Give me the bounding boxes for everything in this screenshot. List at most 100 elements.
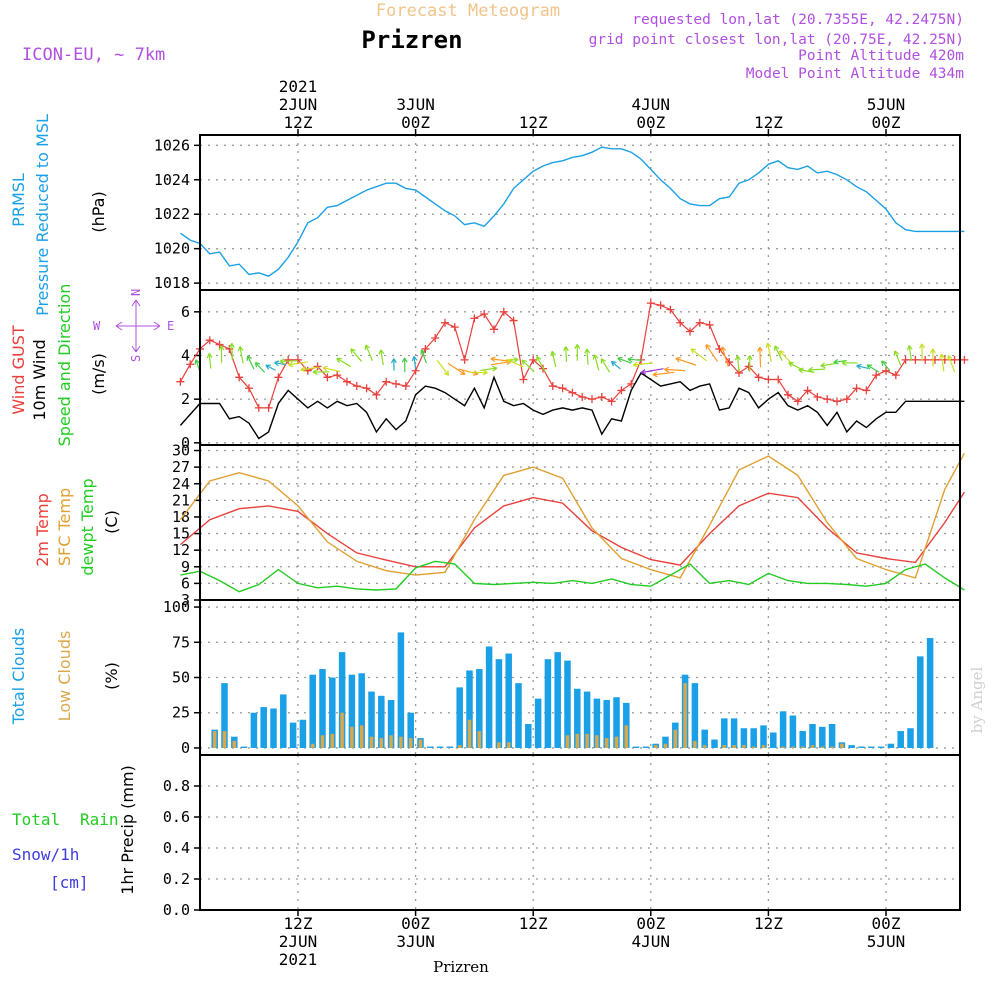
gust-point [303, 366, 312, 375]
direction-key-ew-arrow [115, 321, 161, 331]
time-label-top: 4JUN [632, 95, 671, 114]
gust-point [862, 386, 871, 395]
total-cloud-bar [378, 695, 385, 748]
total-cloud-bar [544, 659, 552, 748]
y-tick-label: 15 [172, 525, 190, 543]
total-cloud-bar [809, 724, 816, 748]
gust-point [186, 360, 195, 369]
y-tick-label: 0.2 [163, 870, 190, 888]
total-cloud-bar [642, 746, 650, 748]
info-line: requested lon,lat (20.7355E, 42.2475N) [632, 12, 964, 28]
y-tick-label: 50 [172, 669, 190, 687]
time-label-top: 00Z [872, 113, 901, 132]
wind-direction-arrow [322, 365, 341, 373]
total-cloud-bar [289, 722, 297, 748]
low-cloud-bar [320, 735, 325, 748]
wind-direction-arrow [506, 358, 524, 368]
gust-point [352, 382, 361, 391]
low-cloud-bar [585, 733, 589, 748]
low-cloud-bar [830, 746, 834, 748]
wind-direction-arrow [521, 359, 535, 373]
total-cloud-bar [534, 698, 542, 748]
low-cloud-bar [820, 746, 825, 748]
low-cloud-bar [810, 745, 815, 748]
wind-direction-arrow [469, 369, 488, 376]
low-cloud-bar [575, 733, 580, 748]
wind-direction-arrow [675, 356, 697, 366]
wind-direction-arrow [774, 345, 783, 361]
gust-point [833, 397, 841, 406]
total-cloud-bar [427, 746, 434, 748]
total-cloud-bar [280, 694, 287, 748]
chart-title: Prizren [361, 26, 462, 54]
y-tick-label: 12 [172, 541, 190, 559]
gust-point [362, 384, 371, 393]
total-cloud-bar [476, 669, 483, 748]
y-tick-label: 9 [181, 558, 190, 576]
wind-direction-arrow [841, 360, 858, 366]
gust-point [656, 301, 665, 310]
gust-point [617, 386, 626, 395]
clouds-unit: (%) [102, 662, 121, 690]
total-cloud-bar [358, 673, 365, 748]
time-label-bottom: 3JUN [396, 932, 435, 951]
y-tick-label: 6 [181, 574, 190, 592]
total-cloud-bar [750, 728, 757, 748]
gust-point [333, 371, 342, 380]
total-cloud-bar [868, 746, 875, 748]
gust-point [803, 386, 812, 395]
wind-direction-arrow [632, 361, 653, 368]
total-cloud-bar [564, 660, 571, 748]
time-label-top: 12Z [519, 113, 548, 132]
wind-direction-arrow [254, 361, 266, 373]
low-cloud-bar [840, 743, 844, 748]
total-cloud-bar [819, 726, 826, 748]
gust-point [882, 366, 890, 375]
snow-unit: [cm] [50, 873, 89, 892]
info-line: Model Point Altitude 434m [746, 66, 965, 82]
time-label-bottom: 2JUN [279, 932, 318, 951]
low-cloud-bar [614, 736, 619, 748]
wind-direction-arrow [746, 355, 753, 372]
total-cloud-bar [623, 702, 630, 748]
gust-point [499, 307, 508, 316]
low-cloud-bar [653, 745, 658, 748]
wind-direction-arrow [866, 364, 880, 373]
precip-unit: 1hr Precip (mm) [118, 765, 137, 895]
total-cloud-bar [789, 715, 797, 748]
y-tick-label: 24 [172, 475, 190, 493]
low-cloud-bar [418, 739, 423, 748]
low-cloud-bar [350, 726, 354, 748]
footer-label: Prizren [433, 958, 489, 976]
total-cloud-bar [730, 718, 738, 748]
total-cloud-bar [721, 718, 728, 748]
wind-direction-arrow [420, 349, 427, 364]
low-cloud-bar [751, 746, 756, 748]
wind-direction-arrow [947, 354, 956, 373]
gust-point [215, 340, 224, 349]
temperature-line [179, 491, 965, 568]
low-cloud-bar [624, 725, 629, 748]
rain-label: Rain [80, 810, 119, 829]
temp-dewpt-label: dewpt Temp [78, 478, 97, 575]
time-label-bottom: 12Z [519, 914, 548, 933]
gust-point [245, 384, 253, 393]
total-cloud-bar [887, 743, 895, 748]
pressure-unit: (hPa) [89, 191, 108, 232]
wind-direction-arrow [765, 342, 772, 362]
time-label-top: 2021 [279, 77, 318, 96]
total-cloud-bar [368, 691, 375, 748]
total-cloud-bar [740, 728, 748, 748]
model-label: ICON-EU, ~ 7km [22, 45, 165, 65]
y-tick-label: 6 [181, 303, 190, 321]
total-cloud-bar [397, 632, 405, 748]
wind-direction-arrow [757, 346, 763, 368]
low-cloud-bar [379, 738, 384, 748]
gust-point [284, 355, 293, 364]
gust-point [254, 403, 263, 412]
low-cloud-bar [732, 745, 736, 748]
wind-direction-arrow [336, 357, 352, 368]
total-cloud-bar [593, 698, 601, 748]
total-cloud-bar [848, 745, 855, 748]
